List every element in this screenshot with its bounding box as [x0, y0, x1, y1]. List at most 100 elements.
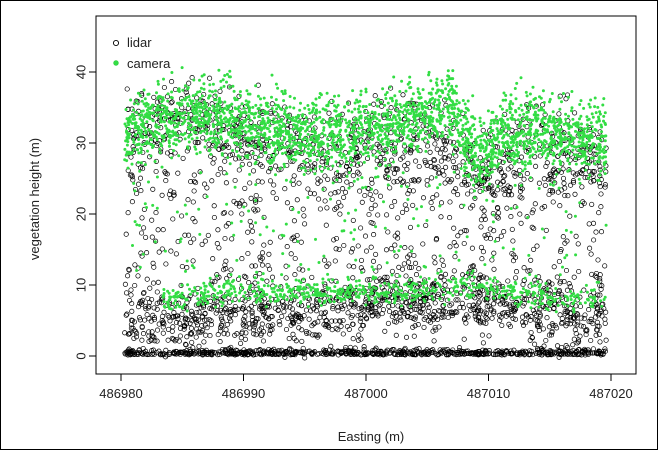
lidar-point [537, 153, 543, 159]
lidar-point [330, 304, 336, 310]
camera-point [239, 219, 243, 223]
lidar-point [125, 210, 131, 216]
lidar-point [531, 246, 537, 252]
lidar-point [335, 327, 341, 333]
lidar-point [557, 203, 563, 209]
lidar-point [142, 351, 148, 357]
camera-point [285, 298, 289, 302]
lidar-point [159, 297, 165, 303]
lidar-point [402, 202, 408, 208]
lidar-point [139, 324, 145, 330]
lidar-point [442, 147, 448, 153]
lidar-point [440, 262, 446, 269]
lidar-point [228, 318, 234, 324]
camera-point [364, 131, 368, 135]
camera-point [243, 291, 247, 294]
camera-point [488, 277, 492, 281]
lidar-point [570, 342, 576, 348]
camera-point [515, 81, 519, 85]
lidar-point [602, 184, 608, 190]
camera-point [522, 112, 526, 116]
lidar-point [496, 167, 502, 173]
camera-point [162, 288, 166, 291]
lidar-point [505, 166, 511, 172]
camera-point [223, 294, 227, 298]
lidar-point [366, 301, 372, 307]
camera-point [299, 300, 303, 304]
lidar-point [275, 307, 281, 313]
camera-point [482, 132, 486, 135]
camera-point [222, 284, 226, 288]
camera-point [526, 133, 530, 136]
lidar-point [491, 310, 497, 316]
camera-point [275, 107, 279, 111]
camera-point [194, 93, 198, 96]
lidar-point [204, 325, 210, 331]
lidar-point [170, 216, 176, 222]
camera-point [541, 89, 545, 93]
camera-point [576, 293, 580, 297]
lidar-point [165, 337, 171, 343]
camera-point [549, 300, 553, 304]
camera-point [386, 101, 390, 105]
camera-point [179, 237, 183, 241]
camera-point [465, 144, 469, 148]
camera-point [199, 286, 203, 290]
camera-point [394, 149, 398, 153]
camera-point [289, 180, 293, 184]
camera-point [209, 113, 213, 117]
camera-point [366, 120, 370, 124]
camera-point [151, 203, 155, 207]
lidar-point [261, 348, 267, 354]
lidar-point [450, 275, 456, 281]
lidar-point [536, 328, 542, 334]
camera-point [349, 231, 353, 235]
camera-point [466, 99, 470, 103]
lidar-point [395, 215, 401, 221]
lidar-point [477, 155, 483, 161]
lidar-point [438, 274, 444, 280]
lidar-point [573, 303, 579, 309]
lidar-point [239, 138, 245, 144]
camera-point [534, 274, 538, 278]
lidar-point [410, 188, 416, 194]
lidar-point [466, 302, 472, 308]
lidar-point [245, 250, 251, 257]
lidar-point [283, 275, 289, 281]
lidar-point [591, 169, 597, 175]
camera-point [551, 183, 555, 187]
lidar-point [269, 274, 276, 280]
camera-point [333, 290, 337, 293]
camera-point [212, 297, 216, 301]
lidar-point [369, 313, 375, 319]
camera-point [537, 285, 541, 289]
lidar-point [321, 310, 327, 316]
lidar-point [312, 161, 318, 167]
lidar-point [395, 235, 401, 241]
camera-point [397, 249, 401, 253]
camera-point [387, 118, 391, 121]
camera-point [520, 108, 524, 112]
lidar-point [243, 309, 249, 315]
lidar-point [170, 336, 176, 342]
camera-point [382, 291, 386, 295]
lidar-point [582, 352, 588, 358]
camera-point [546, 301, 550, 305]
lidar-point [441, 155, 447, 161]
lidar-point [368, 302, 374, 308]
lidar-point [316, 351, 322, 357]
lidar-point [296, 180, 302, 186]
lidar-point [326, 261, 332, 267]
camera-point [330, 155, 334, 159]
lidar-point [586, 307, 592, 313]
lidar-point [449, 177, 455, 183]
camera-point [194, 121, 198, 125]
lidar-point [594, 327, 600, 333]
lidar-point [336, 199, 342, 205]
camera-point [244, 297, 248, 300]
camera-point [526, 216, 530, 219]
lidar-point [388, 105, 394, 111]
lidar-point [442, 309, 448, 315]
camera-point [320, 169, 324, 173]
